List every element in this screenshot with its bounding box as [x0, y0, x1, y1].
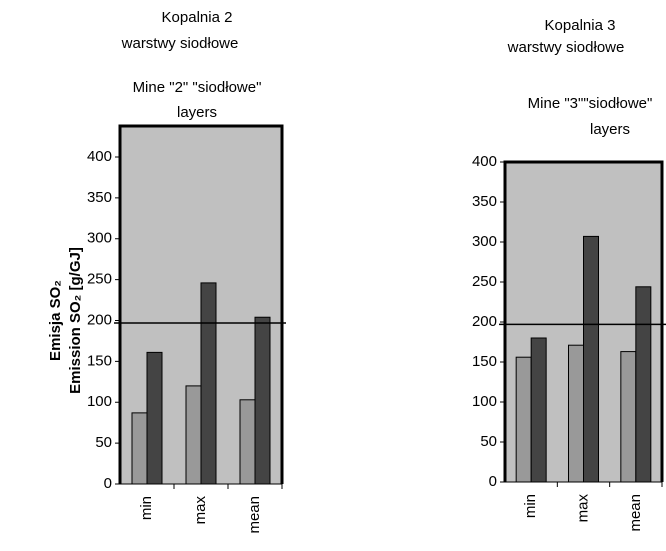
- y-axis-title-line: Emission SO₂ [g/GJ]: [67, 247, 84, 394]
- y-tick-label: 300: [87, 230, 112, 247]
- chart-title: warstwy siodłowe: [121, 35, 239, 52]
- bar: [254, 316, 271, 485]
- x-tick-label: min: [522, 494, 539, 518]
- bar: [200, 282, 217, 485]
- x-tick-label: mean: [246, 496, 263, 534]
- y-tick-label: 250: [87, 271, 112, 288]
- y-tick-label: 350: [472, 193, 497, 210]
- x-tick-label: max: [192, 496, 209, 525]
- y-tick-label: 50: [480, 433, 497, 450]
- y-axis-title-line: Emisja SO₂: [47, 280, 64, 361]
- y-tick-label: 350: [87, 189, 112, 206]
- y-tick-label: 200: [87, 311, 112, 328]
- y-tick-label: 200: [472, 313, 497, 330]
- bar: [635, 286, 652, 483]
- bar: [185, 385, 202, 485]
- x-tick-label: max: [574, 494, 591, 523]
- x-tick-label: mean: [627, 494, 644, 532]
- y-tick-label: 0: [104, 475, 112, 492]
- chart-title: warstwy siodłowe: [507, 39, 625, 56]
- y-tick-label: 100: [87, 393, 112, 410]
- plot-frame: [503, 160, 664, 482]
- y-tick-label: 150: [472, 353, 497, 370]
- bar: [530, 337, 547, 483]
- y-tick-label: 0: [489, 473, 497, 490]
- bar: [568, 344, 584, 483]
- bar: [583, 235, 599, 483]
- plot-frame: [118, 124, 284, 484]
- bar: [131, 412, 148, 485]
- chart-title: Mine "3""siodłowe": [528, 95, 653, 112]
- chart-title: Kopalnia 3: [545, 17, 616, 34]
- chart-title: Mine "2" "siodłowe": [133, 79, 262, 96]
- x-tick-label: min: [138, 496, 155, 520]
- y-tick-label: 150: [87, 352, 112, 369]
- y-tick-label: 300: [472, 233, 497, 250]
- bar: [239, 399, 256, 485]
- chart-title: layers: [177, 104, 217, 121]
- y-tick-label: 100: [472, 393, 497, 410]
- y-tick-label: 400: [87, 148, 112, 165]
- y-tick-label: 400: [472, 153, 497, 170]
- bar: [620, 351, 637, 483]
- y-tick-label: 50: [95, 434, 112, 451]
- y-tick-label: 250: [472, 273, 497, 290]
- bar: [146, 351, 163, 485]
- bar: [515, 356, 532, 483]
- chart-title: Kopalnia 2: [162, 9, 233, 26]
- chart-title: layers: [590, 121, 630, 138]
- y-axis-title: Emisja SO₂ Emission SO₂ [g/GJ]: [47, 247, 84, 394]
